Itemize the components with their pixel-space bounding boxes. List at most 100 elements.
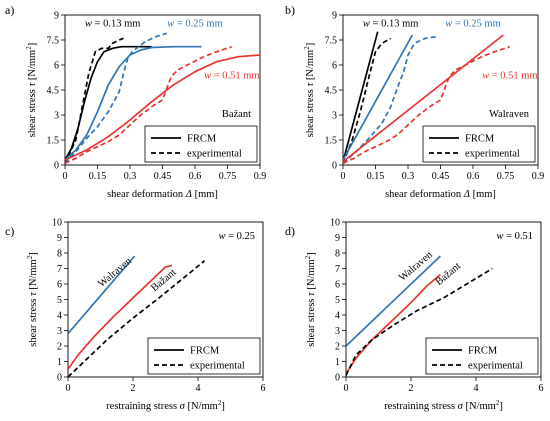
y-tick-label: 2 xyxy=(57,342,62,353)
legend-label: FRCM xyxy=(190,346,220,357)
y-tick-label: 4.5 xyxy=(325,86,338,97)
y-tick-label: 8 xyxy=(57,249,62,260)
y-tick-label: 0 xyxy=(57,373,62,384)
x-tick-label: 0 xyxy=(66,383,71,394)
y-tick-label: 4 xyxy=(57,311,62,322)
chart-panel-a: a) 0 0.15 0.3 0.45 0.6 0.75 0.9 0 1.5 3 4.5 6 7.5 9 she… xyxy=(5,3,266,200)
series-line-blue-solid xyxy=(346,255,441,347)
x-tick-label: 0.45 xyxy=(154,171,172,182)
y-tick-label: 9 xyxy=(57,233,62,244)
y-tick-label: 7.5 xyxy=(47,36,60,47)
legend: FRCM experimental xyxy=(147,337,261,375)
legend-label: FRCM xyxy=(465,134,495,145)
x-tick-label: 0.3 xyxy=(402,171,415,182)
annotation-label: Walraven xyxy=(96,255,134,290)
chart-panel-b: b) 0 0.15 0.3 0.45 0.6 0.75 0.9 0 1.5 3 4.5 6 7.5 9 she… xyxy=(285,3,544,200)
x-tick-label: 0 xyxy=(341,171,346,182)
y-tick-label: 5 xyxy=(57,295,62,306)
panel-label: b) xyxy=(285,3,295,17)
y-axis-label: shear stress τ [N/mm2] xyxy=(26,252,39,346)
y-tick-label: 1 xyxy=(57,357,62,368)
y-tick-label: 0 xyxy=(332,161,337,172)
model-label: Walraven xyxy=(489,109,530,120)
panel-label: c) xyxy=(5,224,14,238)
y-axis-label: shear stress τ [N/mm2] xyxy=(304,252,317,346)
x-tick-label: 4 xyxy=(196,383,201,394)
y-tick-label: 8 xyxy=(335,249,340,260)
legend-label: experimental xyxy=(190,361,245,372)
y-tick-label: 9 xyxy=(54,11,59,22)
annotation-label: w = 0.13 mm xyxy=(85,19,141,30)
x-tick-label: 4 xyxy=(474,383,479,394)
y-tick-label: 2 xyxy=(335,342,340,353)
series-line-red-dashed xyxy=(343,45,511,165)
y-tick-label: 1.5 xyxy=(47,136,60,147)
chart-panel-d: d) 0 2 4 6 0 1 2 3 4 5 6 7 8 9 10 restraining stress σ [… xyxy=(285,218,544,413)
y-tick-label: 4 xyxy=(335,311,340,322)
series-line-blue-solid xyxy=(343,34,414,161)
x-tick-label: 0.15 xyxy=(89,171,107,182)
annotation-label: w = 0.13 mm xyxy=(363,19,419,30)
series-line-black-dashed xyxy=(65,37,124,164)
x-tick-label: 6 xyxy=(539,383,544,394)
x-axis-label: shear deformation Δ [mm] xyxy=(107,189,218,200)
legend-box xyxy=(144,125,258,163)
x-tick-label: 0.45 xyxy=(432,171,450,182)
y-tick-label: 6 xyxy=(57,280,62,291)
x-axis-label: shear deformation Δ [mm] xyxy=(385,189,496,200)
series-line-red-dashed xyxy=(65,45,233,165)
y-tick-label: 7 xyxy=(335,264,340,275)
x-tick-label: 2 xyxy=(409,383,414,394)
annotation-label: w = 0.25 mm xyxy=(445,19,501,30)
legend-box xyxy=(422,125,536,163)
legend-box xyxy=(425,337,539,375)
series-line-black-solid xyxy=(65,45,152,161)
series-line-red-solid xyxy=(68,264,173,370)
y-axis-label: shear stress τ [N/mm2] xyxy=(25,43,38,137)
series-line-red-solid xyxy=(343,34,504,163)
panel-label: a) xyxy=(5,3,14,17)
y-tick-label: 10 xyxy=(52,218,62,229)
x-tick-label: 0.9 xyxy=(254,171,267,182)
legend: FRCM experimental xyxy=(425,337,539,375)
panel-label: d) xyxy=(285,224,295,238)
corner-label: w = 0.25 xyxy=(218,231,255,242)
series-line-blue-dashed xyxy=(343,35,437,164)
y-tick-label: 1 xyxy=(335,357,340,368)
y-tick-label: 3 xyxy=(54,111,59,122)
annotation-label: w = 0.25 mm xyxy=(167,19,223,30)
y-axis-label: shear stress τ [N/mm2] xyxy=(303,43,316,137)
x-tick-label: 0.75 xyxy=(497,171,515,182)
y-tick-label: 6 xyxy=(335,280,340,291)
x-tick-label: 0 xyxy=(344,383,349,394)
y-tick-label: 3 xyxy=(332,111,337,122)
model-label: Bažant xyxy=(222,109,251,120)
x-axis-label: restraining stress σ [N/mm2] xyxy=(106,399,225,412)
chart-panel-c: c) 0 2 4 6 0 1 2 3 4 5 6 7 8 9 10 restraining stress σ [… xyxy=(5,218,266,413)
annotation-label: Bažant xyxy=(434,261,463,288)
x-tick-label: 0.9 xyxy=(532,171,545,182)
series-line-black-dashed xyxy=(346,267,493,376)
y-tick-label: 3 xyxy=(335,326,340,337)
legend-label: FRCM xyxy=(187,134,217,145)
y-tick-label: 7.5 xyxy=(325,36,338,47)
legend-label: experimental xyxy=(187,149,242,160)
x-tick-label: 0.6 xyxy=(189,171,202,182)
series-line-red-solid xyxy=(346,274,441,375)
y-tick-label: 1.5 xyxy=(325,136,338,147)
annotation-label: w = 0.51 mm xyxy=(482,70,538,81)
y-tick-label: 9 xyxy=(332,11,337,22)
x-tick-label: 0.3 xyxy=(124,171,137,182)
y-tick-label: 7 xyxy=(57,264,62,275)
annotation-label: w = 0.51 mm xyxy=(204,70,260,81)
x-tick-label: 0.6 xyxy=(467,171,480,182)
legend-label: experimental xyxy=(468,361,523,372)
annotation-label: Bažant xyxy=(149,267,178,294)
legend-box xyxy=(147,337,261,375)
series-line-black-dashed xyxy=(343,37,392,164)
series-line-blue-solid xyxy=(65,45,202,161)
x-tick-label: 0.75 xyxy=(219,171,237,182)
y-tick-label: 0 xyxy=(335,373,340,384)
y-tick-label: 6 xyxy=(332,61,337,72)
